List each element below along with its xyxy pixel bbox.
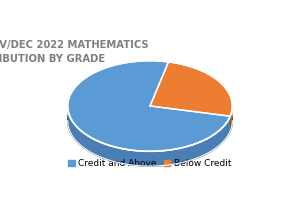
Text: NECO SSCENOV/DEC 2022 MATHEMATICS
DISTRIBUTION BY GRADE: NECO SSCENOV/DEC 2022 MATHEMATICS DISTRI… [0,40,149,64]
Polygon shape [68,107,230,166]
Polygon shape [230,105,232,131]
Polygon shape [68,61,230,151]
Legend: Credit and Above, Below Credit: Credit and Above, Below Credit [65,155,235,171]
Ellipse shape [68,61,232,151]
Ellipse shape [68,76,232,166]
Polygon shape [150,62,232,116]
